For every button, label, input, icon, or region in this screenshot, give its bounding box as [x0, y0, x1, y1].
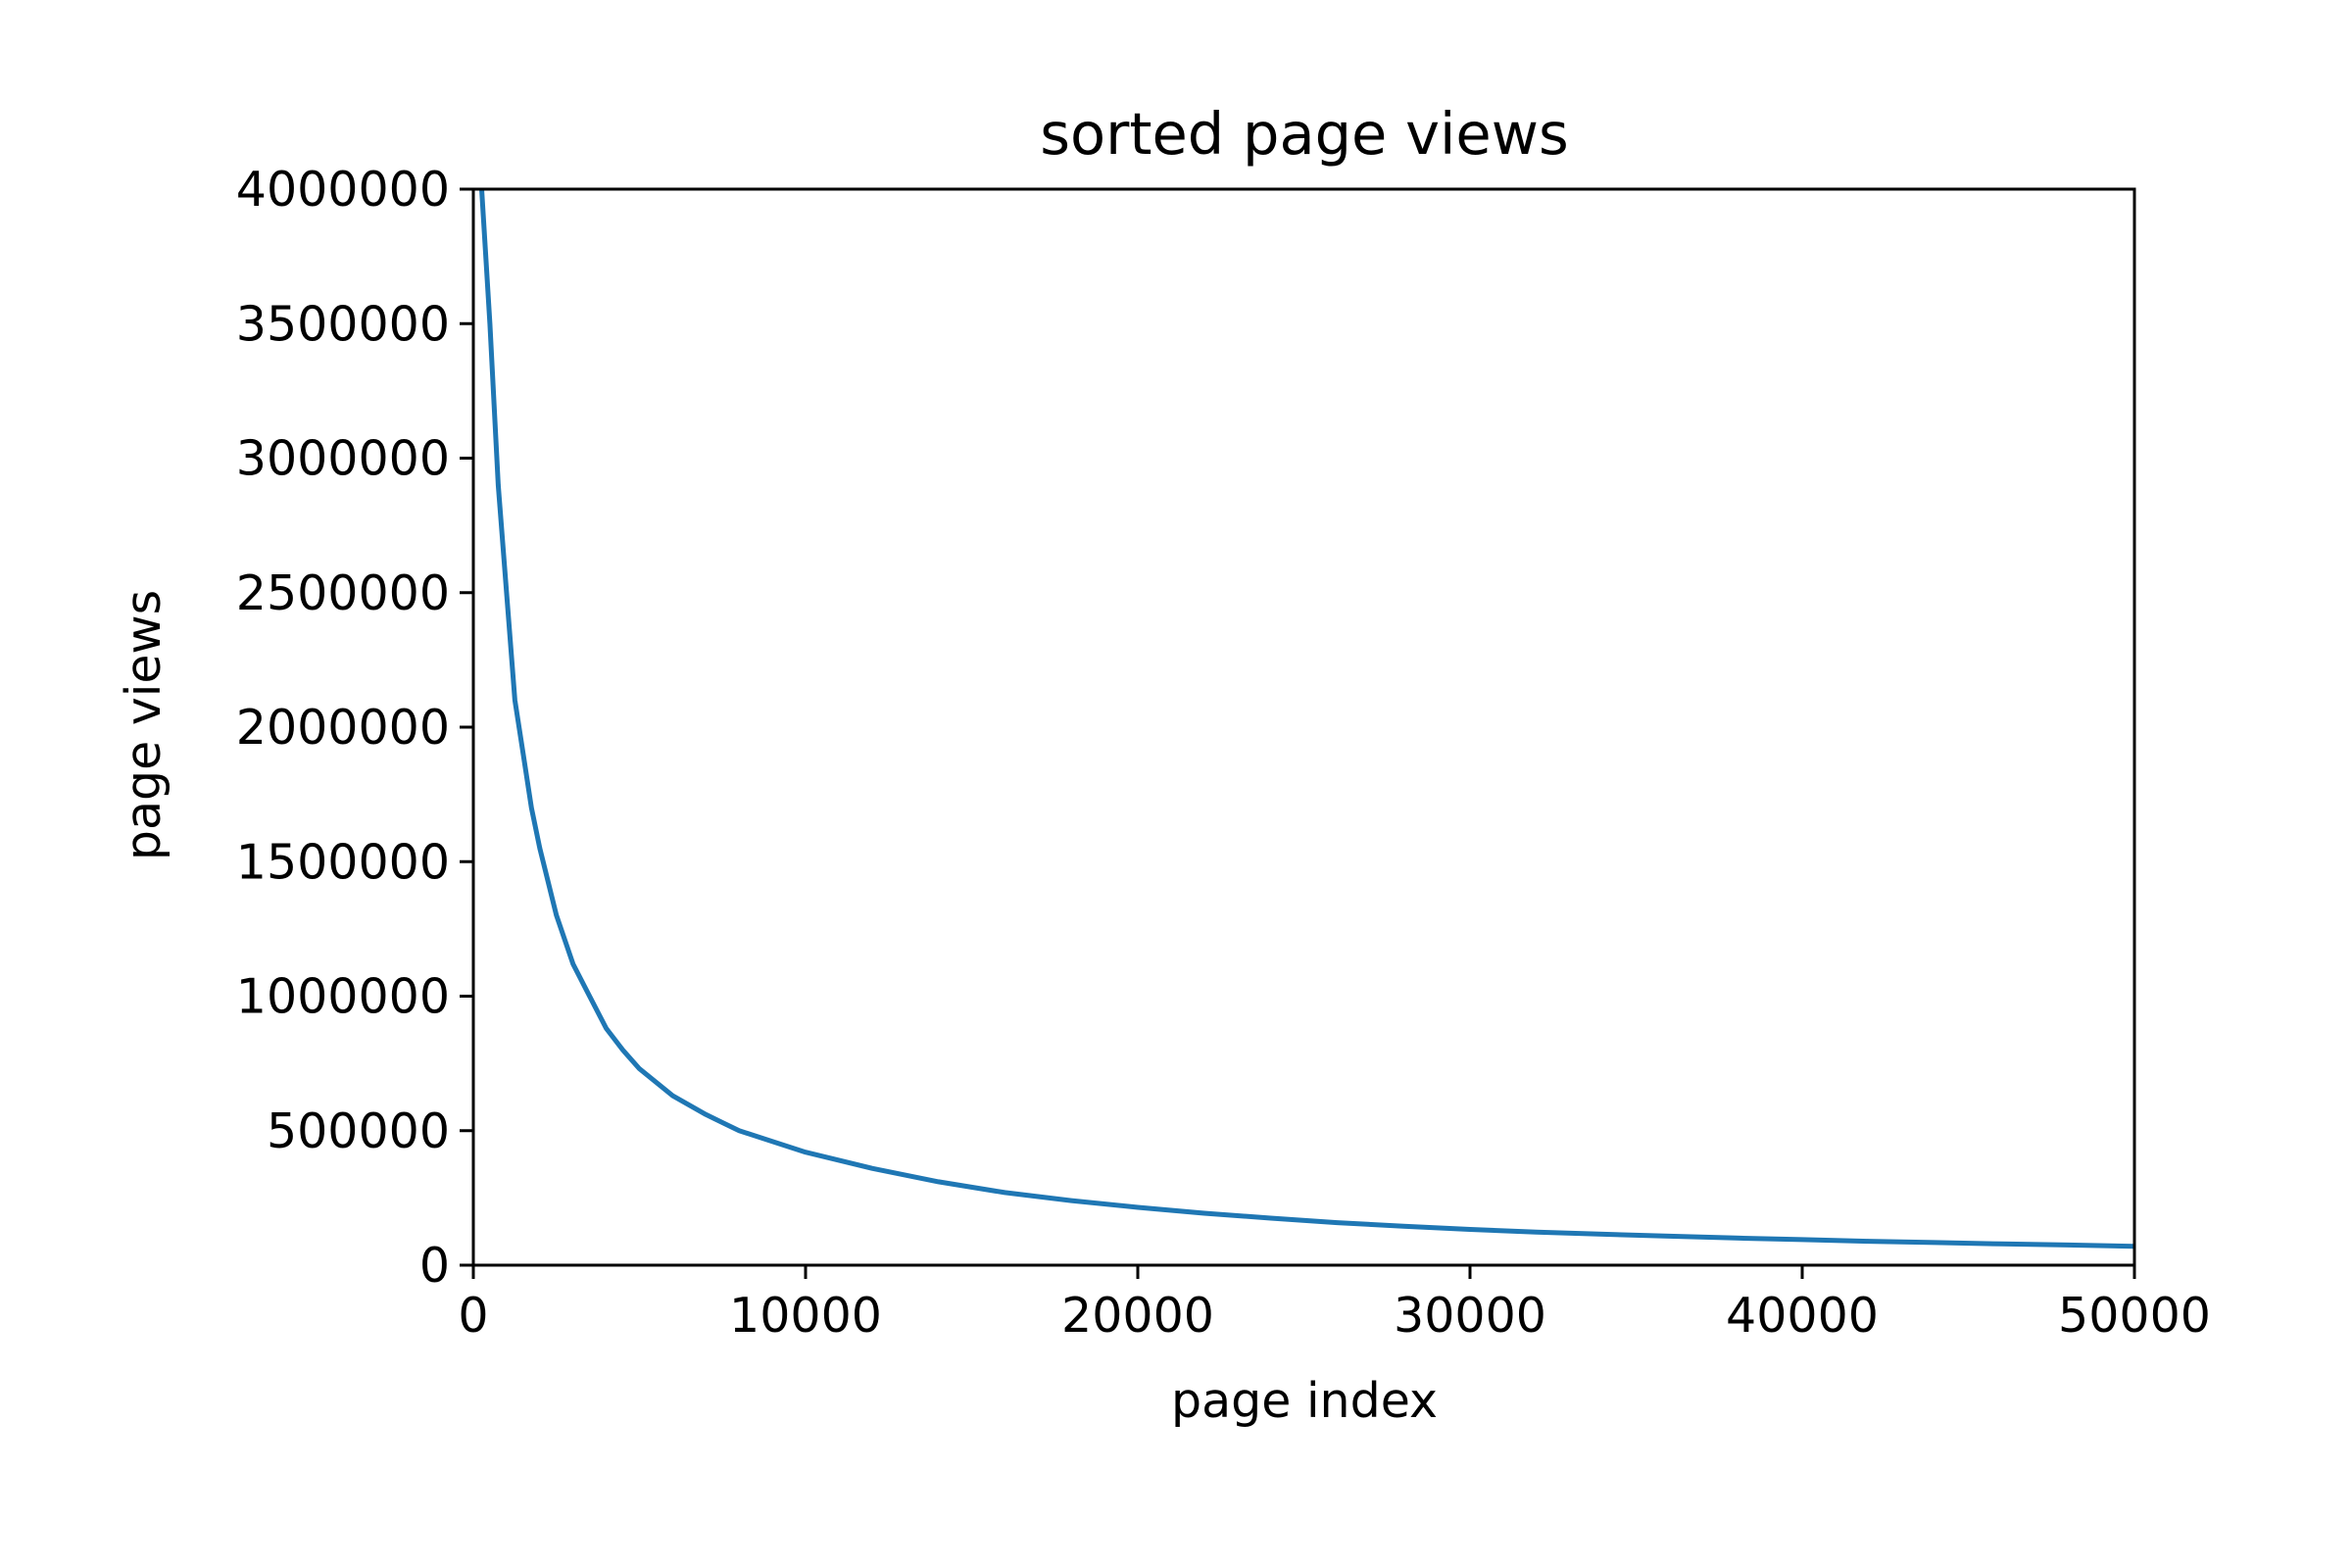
plot-frame	[471, 187, 2136, 1267]
y-tick-label: 3500000	[236, 296, 450, 352]
series-line	[479, 188, 2135, 1250]
x-tick-label: 10000	[729, 1288, 882, 1344]
chart-title: sorted page views	[1040, 100, 1568, 168]
tick-group: 0 10000 20000 30000 40000 5000005000001000000…	[236, 162, 2211, 1344]
y-tick-label: 2500000	[236, 565, 450, 621]
y-tick-label: 0	[419, 1238, 450, 1294]
x-tick-label: 40000	[1726, 1288, 1879, 1344]
y-tick-label: 4000000	[236, 162, 450, 218]
x-tick-label: 30000	[1394, 1288, 1546, 1344]
y-tick-label: 2000000	[236, 700, 450, 756]
x-tick-label: 50000	[2058, 1288, 2211, 1344]
y-tick-label: 1500000	[236, 834, 450, 890]
x-tick-label: 20000	[1061, 1288, 1214, 1344]
y-tick-label: 500000	[267, 1103, 450, 1159]
y-axis-title: page views	[116, 590, 172, 860]
y-tick-label: 1000000	[236, 969, 450, 1025]
x-tick-label: 0	[458, 1288, 488, 1344]
y-tick-label: 3000000	[236, 431, 450, 487]
x-axis-title: page index	[1171, 1373, 1438, 1429]
